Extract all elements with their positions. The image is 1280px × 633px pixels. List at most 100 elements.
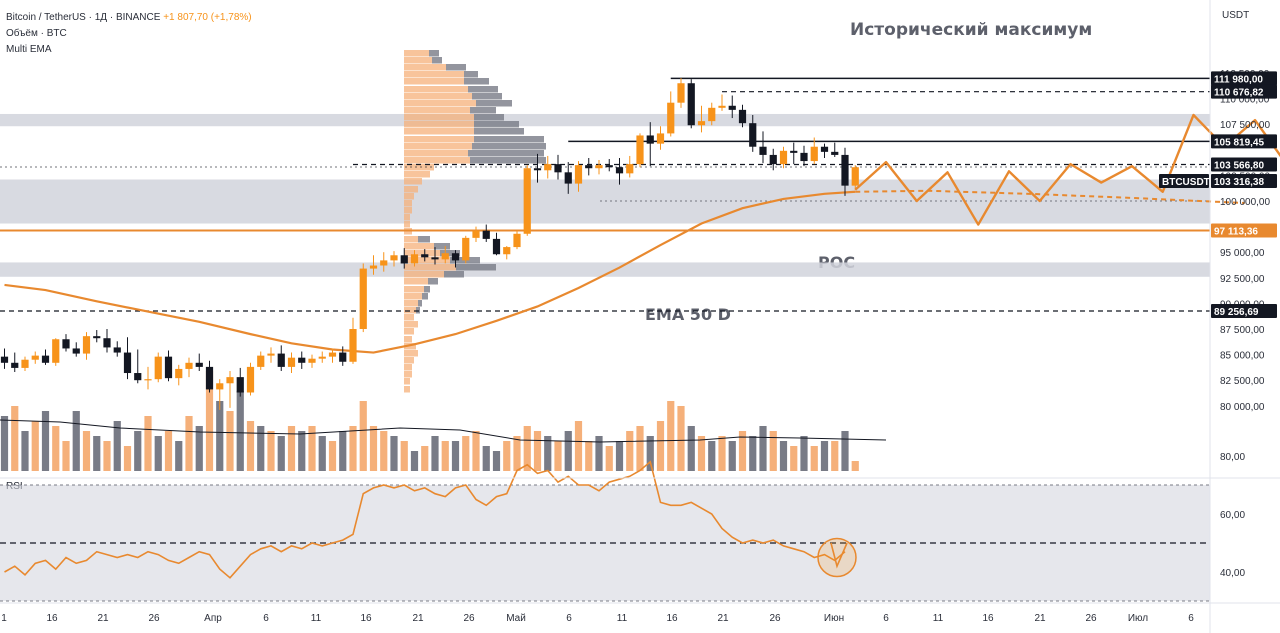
volume-profile-bar	[404, 93, 472, 100]
volume-bar	[595, 436, 603, 471]
volume-bar	[287, 426, 296, 471]
volume-bar	[410, 451, 419, 471]
volume-profile-bar	[446, 64, 466, 71]
volume-profile-bar	[418, 300, 422, 307]
volume-profile-bar	[404, 50, 429, 57]
level-price-label-bg	[1211, 84, 1277, 99]
candle-body	[636, 135, 644, 165]
volume-bar	[298, 431, 306, 471]
candle-body	[62, 339, 70, 349]
volume-profile-bar	[404, 143, 472, 150]
volume-bar	[154, 436, 162, 471]
volume-average-line	[0, 419, 887, 443]
volume-bar	[574, 421, 583, 471]
candle-body	[472, 230, 480, 238]
rsi-highlight-circle	[817, 537, 857, 578]
level-price-label: 105 819,45	[1214, 137, 1264, 148]
volume-profile-bar	[404, 378, 410, 385]
volume-profile-bar	[404, 357, 414, 364]
legend-symbol[interactable]: Bitcoin / TetherUS · 1Д · BINANCE +1 807…	[6, 10, 252, 26]
volume-profile-bar	[404, 278, 428, 285]
volume-bar	[554, 441, 562, 471]
candle-body	[0, 356, 9, 363]
volume-bar	[72, 411, 80, 471]
candle-body	[257, 355, 265, 367]
volume-bar	[339, 431, 347, 471]
volume-profile-bar	[404, 286, 424, 293]
candle-body	[554, 164, 562, 173]
volume-bar	[646, 436, 654, 471]
volume-profile-bar	[404, 236, 418, 243]
price-tick-label: 107 500,00	[1220, 120, 1270, 131]
candle-body	[164, 356, 173, 379]
candle-body	[482, 230, 490, 239]
time-tick-label: Июл	[1128, 613, 1148, 624]
volume-profile-bar	[432, 57, 442, 64]
volume-bar	[41, 411, 50, 471]
candle-body	[544, 164, 552, 171]
volume-profile-bar	[404, 264, 456, 271]
candle-body	[769, 154, 777, 165]
candle-body	[585, 165, 593, 169]
candle-body	[154, 356, 162, 380]
volume-bar	[31, 421, 39, 471]
volume-profile-bar	[416, 307, 420, 314]
volume-bar	[451, 441, 460, 471]
ath-price-label: 111 980,00	[1214, 74, 1263, 85]
volume-bar	[164, 431, 173, 471]
candle-body	[328, 352, 337, 357]
candle-body	[615, 167, 624, 174]
volume-bar	[708, 441, 716, 471]
candle-body	[626, 164, 634, 174]
time-tick-label: 16	[982, 613, 994, 624]
time-tick-label: 21	[1034, 613, 1046, 624]
volume-bar	[728, 441, 736, 471]
time-tick-label: 26	[148, 613, 160, 624]
time-tick-label: 16	[360, 613, 372, 624]
time-tick-label: 16	[46, 613, 58, 624]
volume-bar	[790, 446, 798, 471]
candle-body	[41, 355, 50, 363]
volume-bar	[0, 416, 9, 471]
time-tick-label: 1	[1, 613, 7, 624]
candle-body	[431, 257, 439, 260]
chart-legend: Bitcoin / TetherUS · 1Д · BINANCE +1 807…	[6, 10, 252, 58]
volume-profile-bar	[404, 107, 470, 114]
volume-bar	[236, 391, 244, 471]
volume-profile-bar	[404, 336, 412, 343]
volume-bar	[667, 401, 675, 471]
legend-ema[interactable]: Multi EMA	[6, 44, 52, 55]
volume-bar	[246, 421, 255, 471]
price-tick-label: 82 500,00	[1220, 376, 1265, 387]
ath-annotation: Исторический максимум	[850, 20, 1093, 40]
volume-profile-bar	[404, 128, 474, 135]
volume-bar	[400, 441, 408, 471]
candle-body	[759, 146, 767, 155]
time-tick-label: 26	[1085, 613, 1097, 624]
volume-bar	[759, 426, 767, 471]
support-zone	[0, 262, 1210, 277]
ema-forecast-line	[855, 189, 1245, 205]
volume-bar	[503, 441, 511, 471]
volume-profile-bar	[404, 293, 422, 300]
candle-body	[503, 247, 511, 255]
candle-body	[595, 165, 603, 169]
legend-volume[interactable]: Объём · BTC	[6, 28, 67, 39]
volume-bar	[564, 431, 572, 471]
candle-body	[462, 237, 470, 261]
candle-body	[708, 107, 716, 122]
volume-profile-bar	[464, 71, 478, 78]
level-price-label-bg	[1211, 304, 1277, 319]
volume-bar	[421, 446, 429, 471]
candle-body	[298, 357, 306, 363]
currency-unit[interactable]: USDT	[1222, 10, 1250, 21]
candle-body	[800, 152, 808, 162]
volume-bar	[113, 421, 121, 471]
time-tick-label: 21	[412, 613, 424, 624]
volume-profile-bar	[404, 164, 434, 171]
volume-bar	[62, 441, 70, 471]
volume-profile-bar	[424, 286, 430, 293]
volume-profile-bar	[404, 350, 418, 357]
time-tick-label: 16	[666, 613, 678, 624]
